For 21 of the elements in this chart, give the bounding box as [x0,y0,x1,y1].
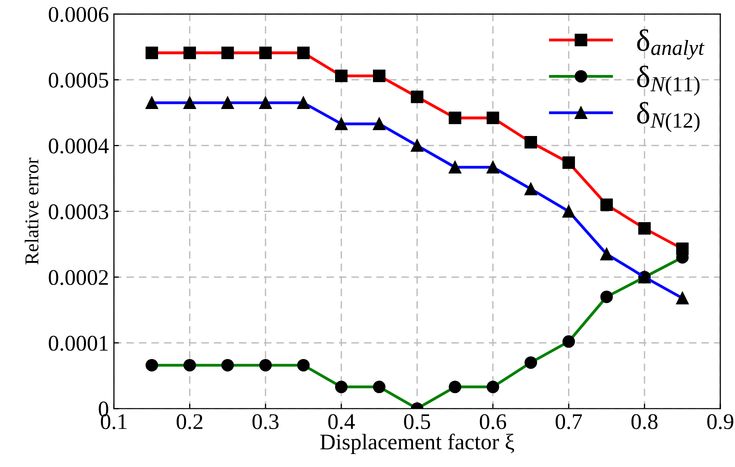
x-tick-label: 0.7 [556,414,582,430]
x-tick-label: 0.6 [480,414,506,430]
y-tick-label: 0.0003 [48,204,108,220]
x-axis-title: Displacement factor ξ [320,434,514,454]
y-tick-label: 0.0001 [48,336,108,351]
x-tick-label: 0.9 [707,414,734,430]
y-tick-label: 0 [98,402,108,417]
legend-label: δ$_{N(11)}$ [637,66,700,96]
legend-label: δ$_{N(12)}$ [637,102,700,132]
y-tick-label: 0.0002 [48,270,108,286]
x-tick-label: 0.3 [252,414,279,430]
x-tick-label: 0.1 [100,414,126,430]
y-tick-label: 0.0005 [48,72,108,88]
x-tick-label: 0.4 [328,414,355,430]
y-tick-label: 0.0006 [48,6,108,22]
y-tick-label: 0.0004 [48,138,109,154]
x-tick-label: 0.5 [404,414,430,430]
legend-label: δ$_{analyt}$ [637,29,704,60]
y-axis-title: Relative error [24,158,38,264]
x-tick-label: 0.8 [631,414,658,430]
x-tick-label: 0.2 [176,414,202,430]
